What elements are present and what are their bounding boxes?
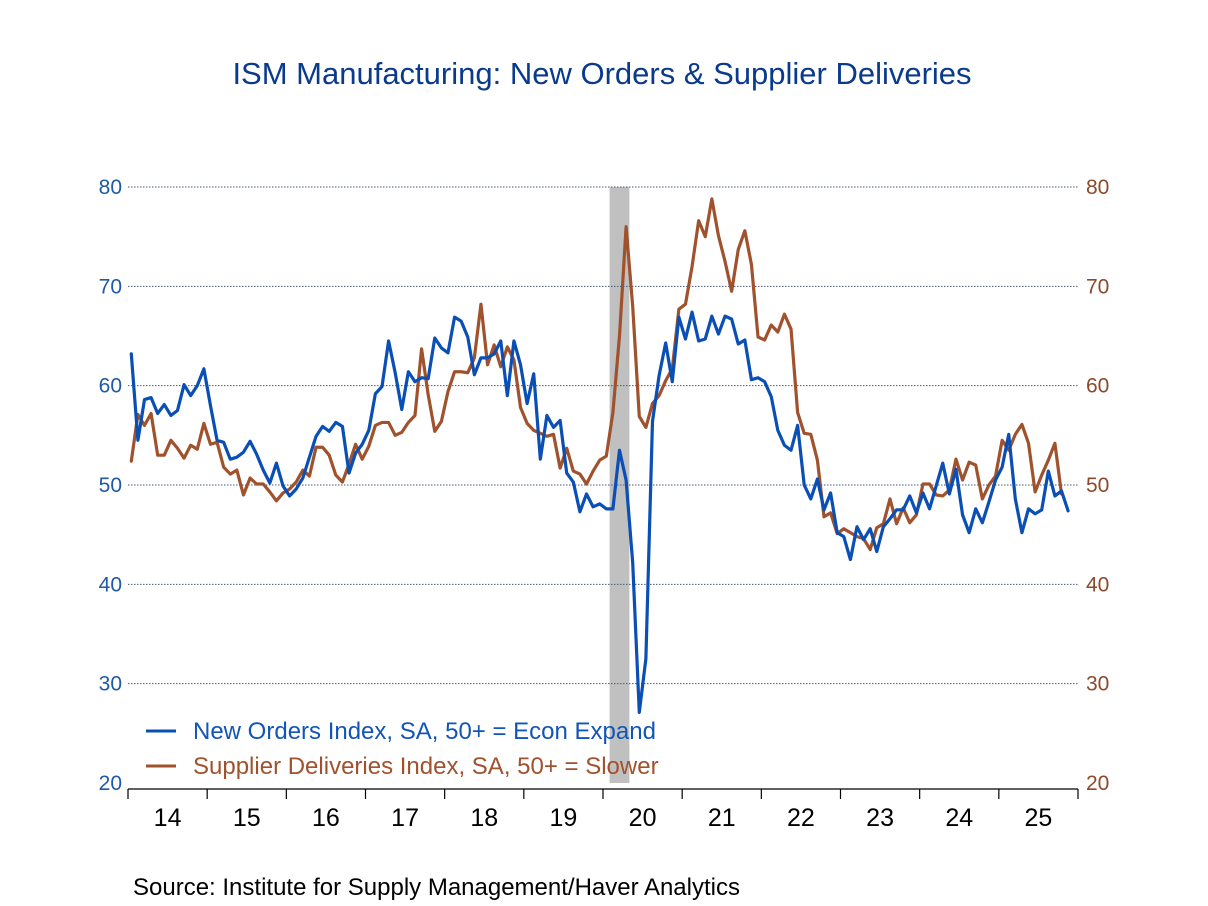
y-tick-label-right: 20	[1086, 772, 1109, 795]
series-layer	[129, 197, 1070, 715]
x-tick-label: 17	[391, 804, 419, 832]
recession-layer	[609, 187, 630, 783]
gridlines	[128, 186, 1078, 685]
y-tick-label-left: 70	[99, 275, 122, 298]
x-tick-label: 19	[550, 804, 578, 832]
y-tick-label-left: 80	[99, 176, 122, 199]
y-tick-label-left: 20	[99, 772, 122, 795]
y-tick-label-right: 70	[1086, 275, 1109, 298]
y-tick-label-left: 30	[99, 673, 122, 696]
chart-title: ISM Manufacturing: New Orders & Supplier…	[232, 56, 971, 91]
y-tick-label-left: 50	[99, 474, 122, 497]
x-tick-label: 22	[787, 804, 815, 832]
x-tick-label: 16	[312, 804, 340, 832]
legend-item-supplier-deliveries: Supplier Deliveries Index, SA, 50+ = Slo…	[146, 753, 659, 780]
x-tick-label: 25	[1025, 804, 1053, 832]
x-tick-label: 18	[470, 804, 498, 832]
x-tick-label: 14	[154, 804, 182, 832]
legend-label-supplier-deliveries: Supplier Deliveries Index, SA, 50+ = Slo…	[193, 753, 659, 780]
legend: New Orders Index, SA, 50+ = Econ Expand …	[146, 718, 659, 780]
legend-item-new-orders: New Orders Index, SA, 50+ = Econ Expand	[146, 718, 656, 745]
source-note: Source: Institute for Supply Management/…	[133, 874, 740, 901]
recession-bar	[609, 187, 630, 783]
y-axis-left: 20 30 40 50 60 70 80	[99, 176, 122, 795]
y-tick-label-right: 60	[1086, 375, 1109, 398]
x-axis: 14 15 16 17 18 19 20 21 22 23 24 25	[127, 788, 1079, 832]
y-tick-label-left: 60	[99, 375, 122, 398]
y-tick-label-right: 30	[1086, 673, 1109, 696]
x-tick-label: 15	[233, 804, 261, 832]
y-tick-label-right: 80	[1086, 176, 1109, 199]
y-tick-label-right: 50	[1086, 474, 1109, 497]
x-tick-label: 20	[629, 804, 657, 832]
y-tick-label-left: 40	[99, 573, 122, 596]
legend-label-new-orders: New Orders Index, SA, 50+ = Econ Expand	[193, 718, 656, 745]
x-tick-label: 23	[866, 804, 894, 832]
series-line-new-orders	[129, 310, 1070, 715]
x-tick-label: 24	[945, 804, 973, 832]
y-tick-label-right: 40	[1086, 573, 1109, 596]
x-tick-label: 21	[708, 804, 736, 832]
y-axis-right: 20 30 40 50 60 70 80	[1086, 176, 1109, 795]
